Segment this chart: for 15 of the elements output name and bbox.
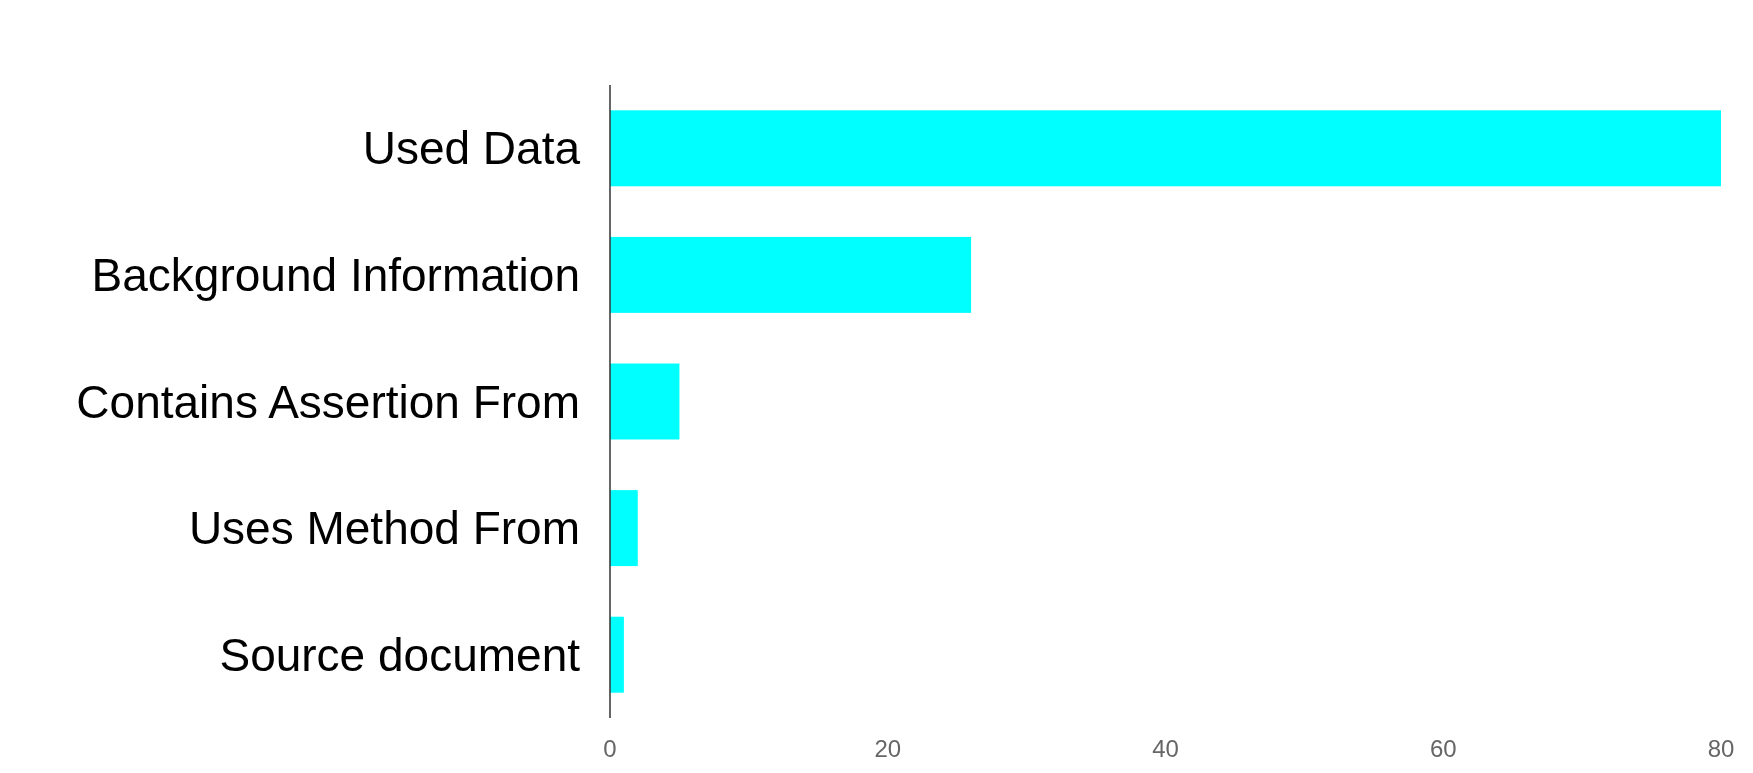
x-tick-label: 20 (874, 735, 902, 762)
bar (610, 490, 638, 567)
bar (610, 236, 972, 313)
y-tick-label: Source document (219, 628, 581, 681)
x-tick-label: 40 (1152, 735, 1179, 762)
y-tick-label: Background Information (91, 248, 580, 301)
x-tick-label: 80 (1707, 735, 1735, 762)
bar (610, 616, 624, 693)
x-tick-label: 60 (1429, 735, 1457, 762)
x-tick-label: 0 (603, 735, 617, 762)
y-tick-label: Used Data (362, 122, 581, 175)
bar (610, 363, 680, 440)
bar (610, 110, 1721, 187)
y-tick-label: Uses Method From (188, 502, 580, 555)
y-tick-label: Contains Assertion From (76, 375, 580, 428)
